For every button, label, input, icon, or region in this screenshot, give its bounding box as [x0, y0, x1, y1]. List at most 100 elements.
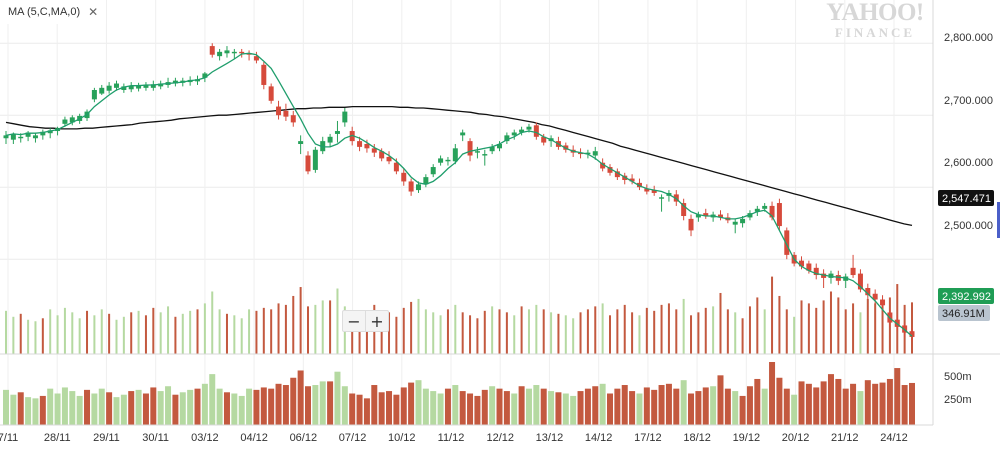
candle-body: [497, 144, 503, 149]
candle-body: [202, 73, 208, 78]
volume-overlay-bar: [262, 307, 265, 354]
candle-body: [268, 86, 274, 101]
volume-overlay-bar: [365, 321, 368, 354]
ma-long-badge: [938, 190, 994, 206]
candle-body: [762, 205, 768, 209]
volume-bar: [371, 385, 378, 425]
candle-body: [865, 288, 871, 296]
volume-bar: [864, 380, 871, 425]
volume-bar: [621, 385, 628, 425]
volume-bar: [113, 397, 120, 425]
zoom-in-button[interactable]: +: [365, 311, 388, 331]
volume-bar: [761, 388, 768, 425]
volume-overlay-bar: [218, 309, 221, 354]
volume-bar: [54, 393, 61, 425]
volume-overlay-bar: [432, 312, 435, 354]
candle-body: [614, 171, 620, 178]
volume-overlay-bar: [380, 313, 383, 354]
volume-tick-label: 500m: [944, 371, 972, 383]
volume-bar: [835, 378, 842, 425]
volume-bar: [3, 389, 9, 425]
volume-overlay-bar: [513, 315, 516, 354]
candle-body: [754, 208, 760, 212]
candle-body: [835, 275, 841, 281]
volume-overlay-bar: [292, 295, 295, 354]
volume-bar: [150, 387, 157, 425]
logo-line-2: FINANCE: [834, 25, 916, 40]
candle-body: [592, 151, 598, 156]
volume-overlay-bars: [5, 276, 913, 354]
volume-overlay-bar: [122, 316, 125, 354]
volume-bar: [776, 377, 783, 425]
volume-overlay-bar: [594, 306, 597, 354]
last-price-badge-label: 2,392.992: [942, 291, 991, 303]
volume-overlay-bar: [527, 309, 530, 354]
volume-bar: [39, 395, 46, 425]
volume-bar: [187, 389, 194, 425]
volume-overlay-bar: [815, 307, 818, 354]
candle-body: [209, 46, 215, 55]
volume-bar: [98, 388, 105, 425]
volume-overlay-bar: [829, 291, 832, 354]
volume-bar: [680, 380, 687, 425]
x-tick-label: 13/12: [536, 432, 564, 444]
volume-bar: [533, 385, 540, 425]
candle-body: [327, 136, 333, 143]
candle-body: [519, 129, 525, 133]
candle-body: [386, 156, 392, 162]
volume-bar: [253, 389, 260, 425]
candle-body: [857, 273, 863, 290]
volume-overlay-bar: [807, 303, 810, 354]
volume-bar: [408, 382, 415, 425]
volume-overlay-bar: [660, 304, 663, 354]
volume-overlay-bar: [181, 313, 184, 354]
candle-body: [776, 203, 782, 227]
candle-body: [121, 86, 127, 90]
volume-bar: [739, 395, 746, 425]
x-tick-label: 11/12: [438, 432, 465, 444]
volume-overlay-bar: [520, 306, 523, 354]
side-panel-handle[interactable]: [997, 202, 1000, 238]
volume-bar: [430, 391, 437, 425]
volume-bar: [393, 394, 400, 425]
volume-overlay-bar: [638, 315, 641, 354]
candle-body: [69, 117, 75, 123]
volume-overlay-bar: [86, 310, 89, 354]
yahoo-finance-logo: YAHOO! FINANCE: [820, 0, 930, 39]
candle-body: [821, 273, 827, 278]
close-icon[interactable]: ✕: [88, 5, 99, 19]
candle-body: [25, 132, 31, 137]
volume-bar: [798, 381, 805, 425]
volume-bar: [305, 386, 311, 425]
volume-badge-label: 346.91M: [942, 308, 985, 320]
candle-body: [217, 51, 223, 57]
candle-body: [489, 146, 495, 152]
candle-body: [541, 136, 547, 143]
axes: 2,800.000 2,700.000 2,600.000 2,500.000 …: [0, 0, 1000, 426]
candle-body: [438, 158, 444, 163]
candle-body: [276, 106, 282, 116]
x-tick-label: 29/11: [93, 432, 120, 444]
volume-overlay-bar: [586, 309, 589, 354]
zoom-out-button[interactable]: −: [347, 311, 361, 331]
x-tick-label: 03/12: [191, 432, 219, 444]
grid-lines: [0, 0, 933, 425]
volume-overlay-bar: [852, 303, 855, 354]
candle-body: [526, 126, 532, 130]
volume-bar: [172, 394, 179, 425]
volume-bar: [769, 362, 776, 425]
candle-body: [305, 155, 311, 172]
candle-body: [430, 167, 436, 175]
volume-overlay-bar: [682, 298, 685, 354]
volume-overlay-bar: [822, 300, 825, 354]
candle-body: [172, 80, 178, 84]
volume-bar: [894, 368, 901, 425]
volume-bar: [511, 393, 518, 425]
volume-overlay-bar: [741, 318, 744, 354]
indicator-legend[interactable]: MA (5,C,MA,0) ✕: [0, 0, 107, 24]
volume-bar: [356, 394, 363, 425]
volume-bar: [562, 393, 569, 425]
volume-bar: [555, 392, 562, 425]
volume-overlay-bar: [402, 307, 405, 354]
